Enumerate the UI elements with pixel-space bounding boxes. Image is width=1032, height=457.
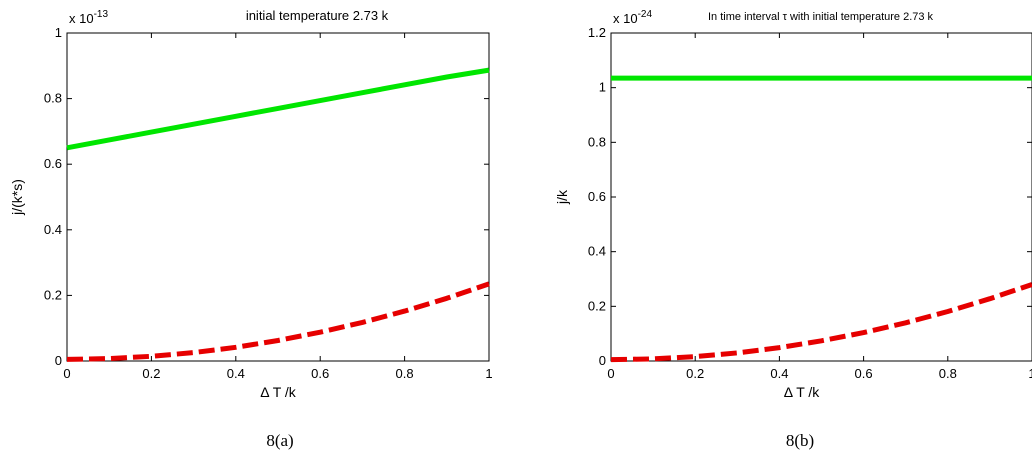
series-green-solid (66, 67, 490, 151)
x-tick-label: 0 (63, 366, 70, 381)
chart-title: initial temperature 2.73 k (246, 8, 389, 23)
figure-caption: 8(a) (266, 431, 293, 450)
y-tick-label: 0.6 (44, 156, 62, 171)
axis-exponent-power: -24 (638, 9, 653, 20)
x-tick-label: 1 (485, 366, 492, 381)
x-tick-label: 0.8 (939, 366, 957, 381)
y-axis-label: j/k (554, 189, 570, 205)
x-axis-label: Δ T /k (784, 384, 821, 400)
axis-exponent-power: -13 (94, 9, 109, 20)
axis-exponent: x 10-13 (69, 9, 108, 26)
x-tick-label: 0.2 (142, 366, 160, 381)
y-axis-label: j/(k*s) (9, 179, 25, 216)
y-tick-label: 0.4 (44, 222, 62, 237)
y-tick-label: 0.2 (44, 287, 62, 302)
y-tick-label: 0.6 (588, 189, 606, 204)
y-tick-label: 0.8 (588, 134, 606, 149)
chart-b: 0 0.2 0.4 0.6 0.8 1 0 0.2 0.4 0.6 0.8 1 1.2 x 10-24 In… (554, 9, 1032, 450)
x-tick-label: 0.2 (686, 366, 704, 381)
x-tick-label: 0.8 (396, 366, 414, 381)
y-tick-label: 0.8 (44, 91, 62, 106)
x-axis-label: Δ T /k (260, 384, 297, 400)
y-tick-label: 0.2 (588, 298, 606, 313)
x-tick-label: 0.6 (855, 366, 873, 381)
y-tick-label: 0 (599, 353, 606, 368)
y-tick-label: 1 (55, 25, 62, 40)
x-tick-label: 0.6 (311, 366, 329, 381)
y-tick-label: 1 (599, 80, 606, 95)
plot-area (610, 32, 1032, 362)
chart-title: In time interval τ with initial temperat… (708, 11, 934, 23)
y-tick-label: 0 (55, 353, 62, 368)
series-red-dashed (610, 282, 1032, 363)
y-tick-label: 1.2 (588, 25, 606, 40)
figure-caption: 8(b) (786, 431, 814, 450)
axis-exponent: x 10-24 (613, 9, 652, 26)
x-tick-label: 1 (1028, 366, 1032, 381)
chart-a: 0 0.2 0.4 0.6 0.8 1 0 0.2 0.4 0.6 0.8 1 x 10-13 initi… (9, 8, 493, 450)
series-red-dashed (66, 281, 490, 362)
x-tick-label: 0 (607, 366, 614, 381)
x-tick-label: 0.4 (770, 366, 788, 381)
x-tick-label: 0.4 (227, 366, 245, 381)
y-tick-label: 0.4 (588, 244, 606, 259)
